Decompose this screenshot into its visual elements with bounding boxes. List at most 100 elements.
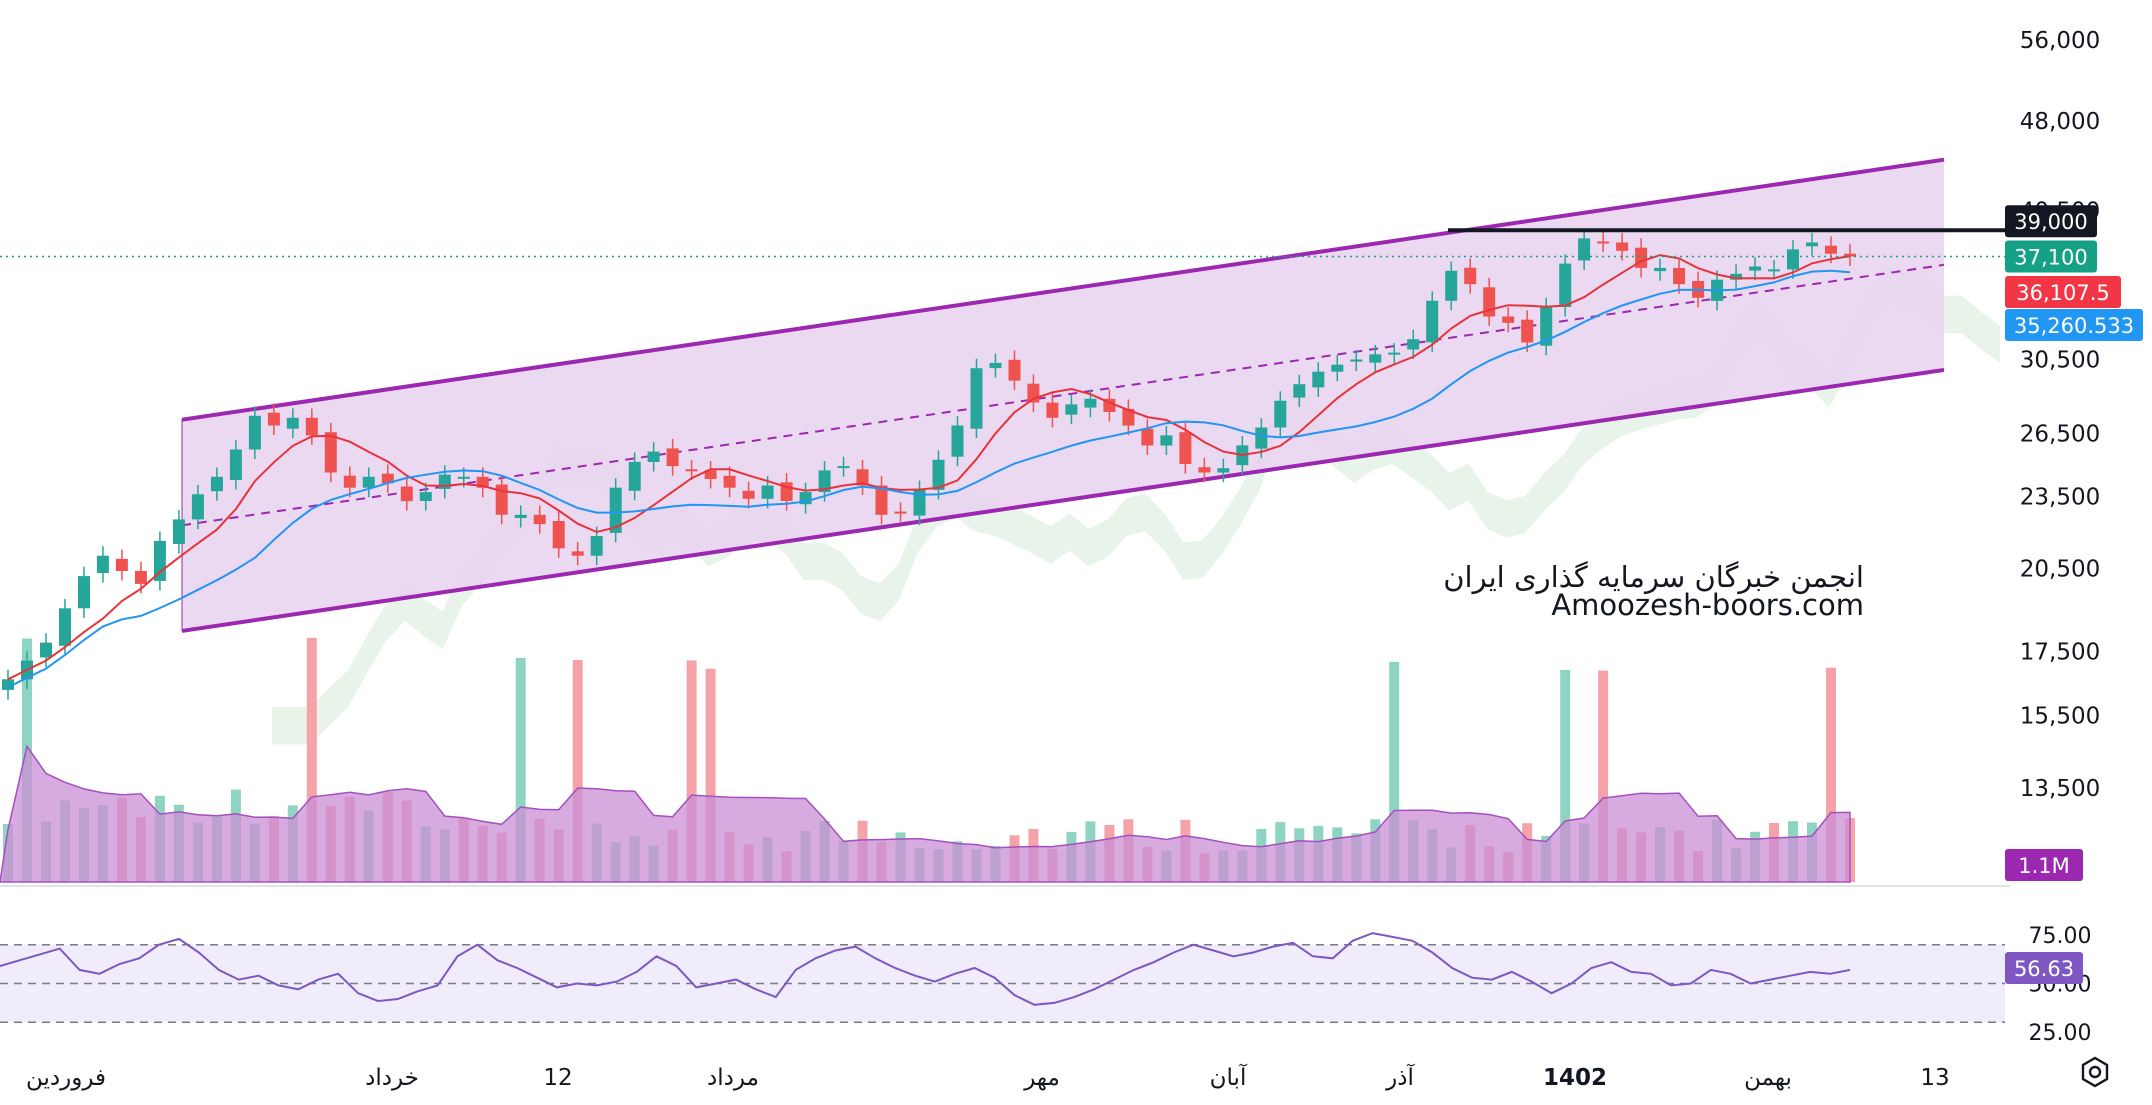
candle-body (761, 485, 774, 499)
candle-body (989, 362, 1002, 369)
candle-body (685, 469, 698, 472)
candle-body (59, 608, 71, 646)
rsi-tick-label: 75.00 (2029, 924, 2092, 949)
time-tick-label: آذر (1385, 1063, 1415, 1091)
resistance-tag-text: 39,000 (2014, 210, 2087, 234)
candle-body (894, 511, 907, 514)
candle-body (837, 466, 850, 469)
candle-body (1217, 468, 1230, 473)
price-tick-label: 23,500 (2020, 485, 2100, 511)
time-tick-label: مهر (1023, 1065, 1060, 1091)
candle-body (1673, 267, 1686, 285)
channel-lower-line (181, 367, 1945, 633)
candle-body (571, 551, 584, 556)
candle-body (1768, 269, 1780, 272)
moving-averages (7, 254, 1851, 689)
candle-body (1502, 316, 1515, 323)
candle-body (267, 412, 280, 426)
candle-body (514, 514, 527, 518)
candle-body (1806, 242, 1818, 247)
candle-body (1464, 267, 1477, 285)
settings-icon[interactable] (2078, 1055, 2112, 1089)
candle-body (1293, 384, 1306, 398)
watermark-url: Amoozesh-boors.com (1551, 588, 1864, 622)
candle-body (970, 368, 983, 429)
candle-body (1122, 408, 1135, 426)
candle-body (818, 470, 831, 493)
channel-upper-line (181, 157, 1945, 422)
last-price-tag (2005, 240, 2097, 273)
time-axis[interactable]: فروردین خرداد 12 مرداد مهر آبان آذر 1402 بهمن 13 (26, 1063, 1950, 1091)
candle-body (1521, 319, 1534, 343)
candle-body (552, 521, 565, 549)
candle-body (1654, 267, 1667, 272)
price-tick-label: 26,500 (2020, 421, 2100, 447)
time-tick-label: 12 (543, 1065, 572, 1091)
candle-body (1730, 273, 1743, 280)
volume-bar (705, 668, 716, 882)
candle-body (856, 469, 869, 486)
time-tick-label: آبان (1210, 1063, 1248, 1091)
price-tick-label: 48,000 (2020, 109, 2100, 135)
candle-body (1350, 359, 1363, 362)
rsi-line (0, 932, 1851, 1006)
candle-body (381, 473, 394, 484)
candle-body (609, 487, 622, 533)
candle-body (647, 451, 660, 462)
candle-body (305, 417, 318, 436)
candle-body (1046, 402, 1059, 418)
rsi-tag (2005, 952, 2083, 984)
candle-body (1179, 432, 1192, 464)
candle-body (1312, 371, 1325, 388)
candle-body (2, 679, 14, 690)
volume-bar (1389, 661, 1400, 882)
candle-body (1426, 300, 1439, 343)
time-tick-label: بهمن (1744, 1065, 1792, 1091)
candlesticks (2, 229, 1856, 700)
candle-body (78, 576, 90, 609)
candle-body (742, 490, 755, 499)
candle-body (1255, 427, 1268, 449)
time-tick-label: 1402 (1543, 1065, 1607, 1091)
candle-body (875, 485, 888, 515)
price-axis[interactable]: 56,00048,00040,50030,50026,50023,50020,5… (2020, 28, 2100, 802)
candle-body (134, 570, 147, 584)
rsi-tick-label: 25.00 (2029, 1021, 2092, 1046)
channel-mid-line (181, 263, 1945, 527)
price-tick-label: 56,000 (2020, 28, 2100, 54)
candle-body (1331, 364, 1344, 372)
volume-bar (572, 660, 583, 882)
candle-body (1407, 339, 1420, 350)
price-tick-label: 17,500 (2020, 640, 2100, 666)
candle-body (115, 558, 128, 571)
volume-bar (686, 660, 697, 882)
watermark-persian: انجمن خبرگان سرمایه گذاری ایران (1443, 560, 1864, 594)
rsi-tag-text: 56.63 (2014, 957, 2074, 981)
volume-bar (515, 658, 526, 882)
volume-tag (2005, 849, 2083, 881)
volume-bars (0, 637, 1855, 883)
candle-body (172, 519, 185, 544)
price-levels (0, 228, 2010, 258)
candle-body (1578, 238, 1591, 261)
ma-red-tag-text: 36,107.5 (2016, 281, 2110, 305)
time-tick-label: خرداد (365, 1065, 419, 1091)
candle-body (1008, 359, 1021, 381)
candle-body (666, 448, 679, 467)
candle-body (362, 476, 375, 488)
candle-body (1369, 354, 1382, 363)
candle-body (1198, 467, 1211, 473)
volume-bar (1560, 670, 1571, 882)
ma-blue-tag-text: 35,260.533 (2014, 314, 2134, 338)
candle-body (1597, 241, 1610, 244)
candle-body (723, 475, 736, 488)
candle-body (628, 461, 641, 491)
candle-body (1084, 398, 1097, 408)
ichimoku-cloud (271, 266, 2000, 745)
price-tick-label: 30,500 (2020, 348, 2100, 374)
candle-body (1749, 266, 1762, 271)
ma-red-line (7, 254, 1851, 681)
time-tick-label: فروردین (26, 1065, 106, 1091)
